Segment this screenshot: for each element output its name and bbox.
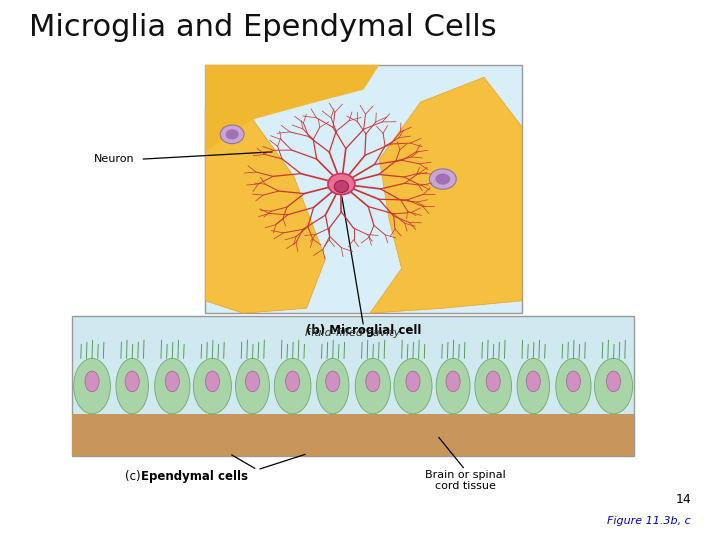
Ellipse shape [85,371,99,392]
Polygon shape [370,77,522,313]
Polygon shape [205,110,325,313]
Ellipse shape [116,359,148,414]
Ellipse shape [328,173,355,194]
Ellipse shape [286,371,300,392]
Ellipse shape [125,371,139,392]
Ellipse shape [317,359,349,414]
Ellipse shape [355,359,390,414]
Ellipse shape [205,371,220,392]
Ellipse shape [246,371,260,392]
Text: Microglia and Ependymal Cells: Microglia and Ependymal Cells [29,14,496,43]
Ellipse shape [556,359,591,414]
Ellipse shape [155,359,190,414]
Ellipse shape [220,125,244,144]
Ellipse shape [436,173,450,185]
Ellipse shape [406,371,420,392]
Ellipse shape [274,359,311,414]
Ellipse shape [595,359,633,414]
Text: Figure 11.3b, c: Figure 11.3b, c [608,516,691,526]
Ellipse shape [446,371,460,392]
Polygon shape [205,65,379,152]
FancyBboxPatch shape [72,316,634,456]
Ellipse shape [436,359,470,414]
Ellipse shape [486,371,500,392]
Text: Neuron: Neuron [94,154,134,164]
Ellipse shape [334,180,348,192]
Text: (c): (c) [125,470,145,483]
Ellipse shape [394,359,432,414]
Ellipse shape [606,371,621,392]
Text: (b) Microglial cell: (b) Microglial cell [306,324,421,337]
Ellipse shape [235,359,269,414]
FancyBboxPatch shape [72,414,634,456]
Ellipse shape [73,359,110,414]
Ellipse shape [325,371,340,392]
Text: Brain or spinal
cord tissue: Brain or spinal cord tissue [425,470,505,491]
Ellipse shape [475,359,511,414]
FancyBboxPatch shape [205,65,522,313]
Ellipse shape [567,371,580,392]
Text: 14: 14 [675,493,691,506]
Ellipse shape [366,371,380,392]
Text: Ependymal cells: Ependymal cells [141,470,248,483]
Ellipse shape [429,169,456,189]
Ellipse shape [225,129,238,139]
Ellipse shape [517,359,549,414]
Ellipse shape [526,371,541,392]
Ellipse shape [165,371,179,392]
Ellipse shape [194,359,231,414]
Text: Fluid-filled cavity: Fluid-filled cavity [305,328,400,338]
